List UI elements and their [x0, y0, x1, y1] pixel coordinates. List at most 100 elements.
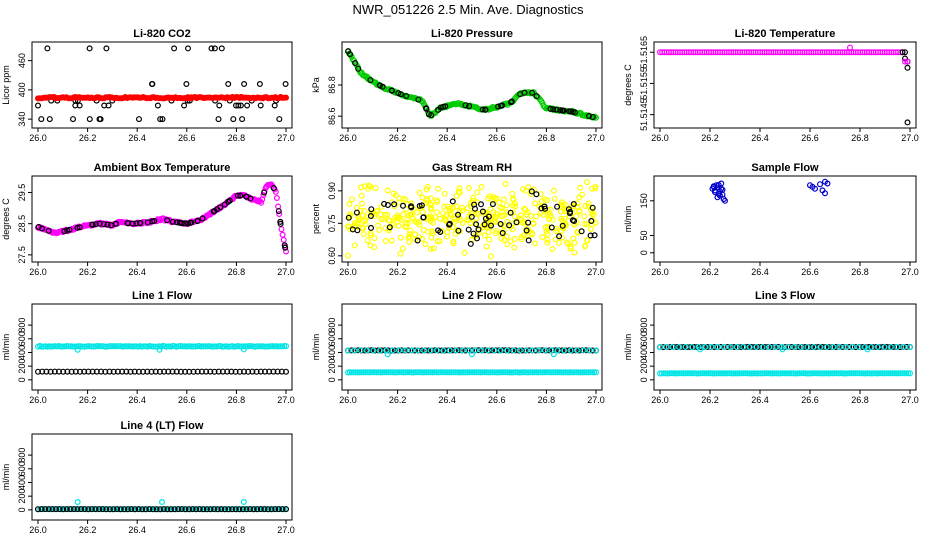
- x-tick-label: 26.4: [751, 395, 769, 405]
- data-point-rh: [408, 211, 415, 218]
- data-point-levels: [103, 45, 110, 52]
- chart-line1: Line 1 Flow ml/min 26.0 26.2 26.4 26.6 26.8 27.…: [1, 290, 295, 405]
- data-layer: [656, 343, 914, 377]
- data-point-line3-cyan: [903, 370, 910, 377]
- data-point-rh: [574, 200, 581, 207]
- x-tick-label: 26.2: [701, 395, 719, 405]
- y-tick-label: 800: [17, 318, 27, 333]
- data-point-pressure-black: [367, 77, 374, 84]
- data-point-line4-black: [182, 506, 189, 513]
- chart-title: Li-820 CO2: [133, 28, 190, 40]
- data-point-line3-black: [731, 343, 738, 350]
- data-point-rh: [502, 180, 509, 187]
- data-point-line2-black: [405, 347, 412, 354]
- data-point-levels: [282, 80, 289, 87]
- data-point-line2-cyan-top: [497, 347, 504, 354]
- data-point-line4-cyan-out: [74, 498, 81, 505]
- data-point-line2-black: [589, 347, 596, 354]
- data-point-line2-cyan: [489, 369, 496, 376]
- data-point-line2-cyan-top: [472, 347, 479, 354]
- data-point-line3-cyan: [856, 370, 863, 377]
- data-point-line3-cyan-top: [798, 344, 805, 351]
- data-point-pressure-black: [437, 104, 444, 111]
- data-point-rh: [577, 184, 584, 191]
- x-tick-label: 26.0: [339, 267, 357, 277]
- data-point-line3-black: [775, 343, 782, 350]
- chart-line2: Line 2 Flow ml/min 26.0 26.2 26.4 26.6 26.8 27.…: [311, 290, 605, 405]
- data-point-line2-cyan: [441, 369, 448, 376]
- data-point-line1-black: [283, 368, 290, 375]
- data-point-line4-black: [67, 506, 74, 513]
- plot-frame: [341, 41, 603, 129]
- data-point-levels: [218, 45, 225, 52]
- data-point-temp-black: [66, 226, 73, 233]
- data-point-line4-black: [218, 506, 225, 513]
- data-point-levels: [157, 116, 164, 123]
- y-tick-label: 800: [327, 318, 337, 333]
- data-point-temp-black: [277, 220, 284, 227]
- data-point-temp-black: [237, 192, 244, 199]
- data-point-rh: [552, 236, 559, 243]
- data-point-sample: [817, 181, 824, 188]
- data-point-line1-cyan: [108, 343, 115, 350]
- x-tick-label: 26.8: [538, 395, 556, 405]
- data-point-temp: [280, 236, 287, 243]
- data-point-line4-black: [110, 506, 117, 513]
- data-point-line4-black: [164, 506, 171, 513]
- data-point-line4-black: [88, 506, 95, 513]
- x-tick-label: 26.0: [339, 395, 357, 405]
- y-axis-label: percent: [311, 203, 321, 234]
- y-tick-label: 400: [17, 82, 27, 97]
- data-point-temp-black: [96, 220, 103, 227]
- x-tick-label: 26.2: [389, 133, 407, 143]
- data-point-line2-cyan-top: [414, 347, 421, 354]
- y-tick-label: 150: [639, 193, 649, 208]
- data-point-line4-black: [200, 506, 207, 513]
- data-point-rh: [461, 249, 468, 256]
- data-point-rh-black: [407, 203, 414, 210]
- data-layer: [34, 498, 290, 513]
- data-point-rh: [582, 203, 589, 210]
- data-point-line2-cyan-top: [580, 347, 587, 354]
- x-tick-label: 26.6: [178, 395, 196, 405]
- data-point-rh: [464, 205, 471, 212]
- x-tick-label: 26.0: [651, 133, 669, 143]
- x-tick-label: 26.4: [751, 267, 769, 277]
- data-point-line3-black: [896, 344, 903, 351]
- data-point-line2-black: [425, 347, 432, 354]
- data-point-line3-cyan-top: [900, 343, 907, 350]
- data-point-rh: [510, 196, 517, 203]
- plot-frame: [341, 175, 603, 263]
- data-point-temp-black: [45, 227, 52, 234]
- data-point-rh: [430, 245, 437, 252]
- data-point-line3-cyan: [674, 370, 681, 377]
- data-point-rh-black: [538, 205, 545, 212]
- x-tick-label: 26.6: [801, 395, 819, 405]
- data-point-rh: [489, 197, 496, 204]
- y-tick-label: 50: [639, 230, 649, 240]
- data-point-line4-black: [236, 506, 243, 513]
- data-point-rh: [524, 209, 531, 216]
- plot-frame: [31, 433, 293, 521]
- data-point-line4-black: [214, 506, 221, 513]
- data-point-rh-black: [587, 232, 594, 239]
- data-point-line2-black: [475, 347, 482, 354]
- data-point-line4-black: [56, 506, 63, 513]
- data-point-rh: [360, 231, 367, 238]
- data-point-rh: [396, 215, 403, 222]
- data-point-temp-black: [904, 64, 911, 71]
- data-point-temp-black: [188, 219, 195, 226]
- x-tick-label: 26.4: [128, 525, 146, 535]
- data-point-pressure-black: [566, 108, 573, 115]
- x-tick-label: 26.2: [79, 267, 97, 277]
- data-point-rh: [359, 200, 366, 207]
- data-point-line2-cyan: [467, 369, 474, 376]
- data-point-rh: [488, 253, 495, 260]
- data-point-levels: [181, 102, 188, 109]
- data-point-line3-cyan: [678, 370, 685, 377]
- data-point-line2-cyan: [370, 369, 377, 376]
- data-point-line3-cyan-top: [669, 344, 676, 351]
- data-point-rh: [589, 210, 596, 217]
- x-tick-label: 26.6: [178, 267, 196, 277]
- data-point-temp-magenta-extra: [847, 44, 854, 51]
